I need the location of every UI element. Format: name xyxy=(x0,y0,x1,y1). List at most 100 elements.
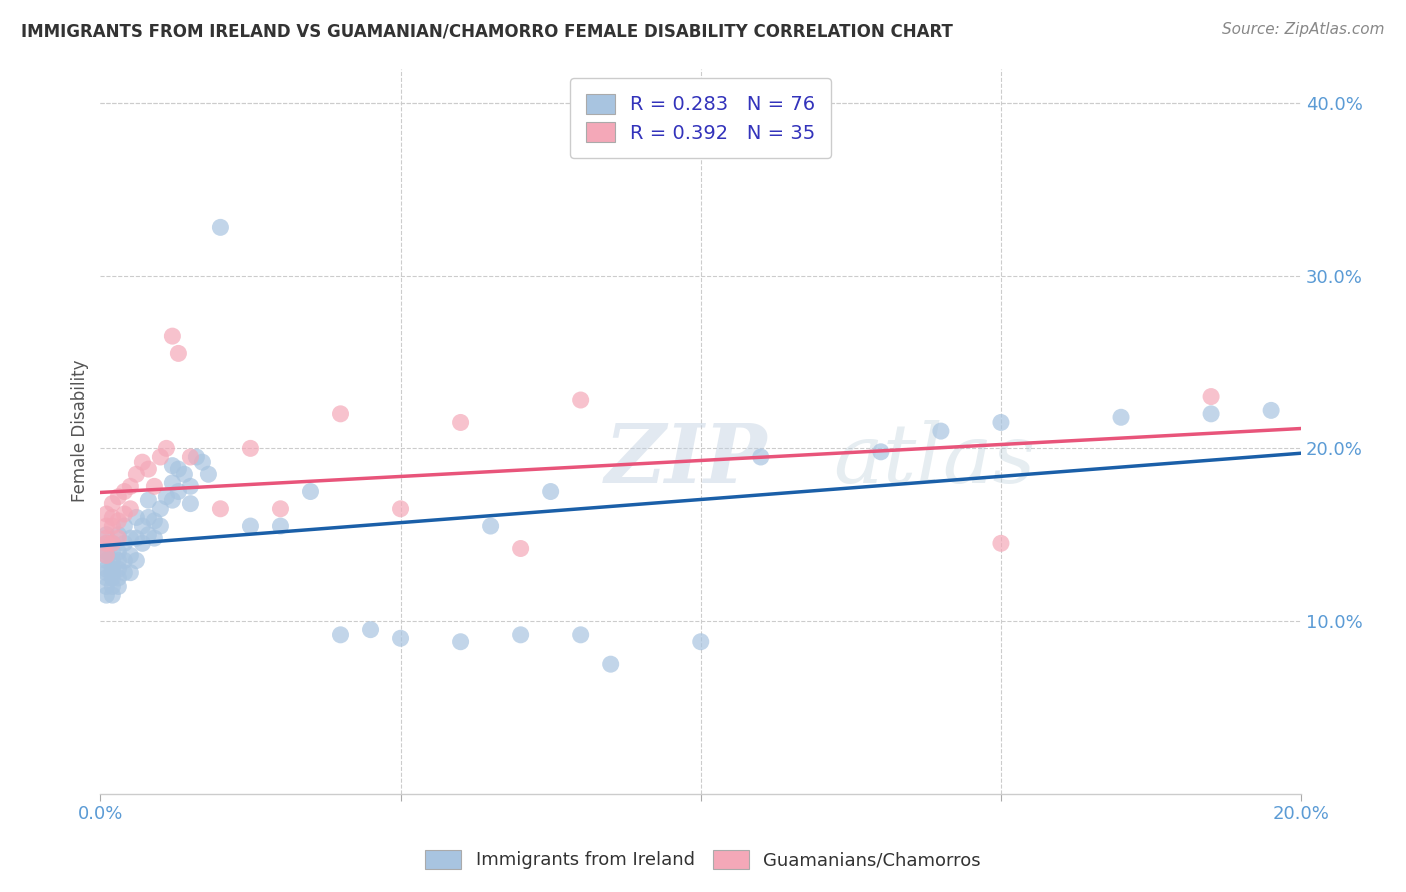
Point xyxy=(1199,390,1222,404)
Point xyxy=(179,497,201,511)
Point xyxy=(149,519,172,533)
Point xyxy=(162,475,184,490)
Point xyxy=(162,329,184,343)
Point xyxy=(131,536,153,550)
Point xyxy=(197,467,219,482)
Point xyxy=(239,442,262,456)
Point xyxy=(96,562,118,576)
Point xyxy=(138,462,160,476)
Point xyxy=(131,519,153,533)
Point xyxy=(179,479,201,493)
Point xyxy=(131,455,153,469)
Point xyxy=(96,545,118,559)
Point xyxy=(179,450,201,464)
Point xyxy=(360,623,382,637)
Point xyxy=(138,493,160,508)
Point xyxy=(107,562,129,576)
Point xyxy=(101,588,124,602)
Point xyxy=(299,484,322,499)
Point xyxy=(450,634,472,648)
Point xyxy=(96,553,118,567)
Point xyxy=(96,507,118,521)
Point xyxy=(101,510,124,524)
Point xyxy=(96,527,118,541)
Point xyxy=(125,531,148,545)
Point xyxy=(125,510,148,524)
Point xyxy=(96,588,118,602)
Point xyxy=(990,536,1012,550)
Point xyxy=(167,462,190,476)
Point xyxy=(191,455,214,469)
Point xyxy=(96,549,118,563)
Point xyxy=(120,479,142,493)
Point xyxy=(138,510,160,524)
Point xyxy=(749,450,772,464)
Point xyxy=(389,501,412,516)
Point xyxy=(162,458,184,473)
Point xyxy=(209,501,232,516)
Point xyxy=(96,571,118,585)
Point xyxy=(167,484,190,499)
Point xyxy=(155,490,177,504)
Y-axis label: Female Disability: Female Disability xyxy=(72,359,89,502)
Point xyxy=(1199,407,1222,421)
Point xyxy=(149,450,172,464)
Point xyxy=(509,541,531,556)
Point xyxy=(990,416,1012,430)
Point xyxy=(101,579,124,593)
Point xyxy=(112,566,135,580)
Point xyxy=(143,531,166,545)
Point xyxy=(101,536,124,550)
Point xyxy=(173,467,195,482)
Point xyxy=(569,392,592,407)
Point xyxy=(143,479,166,493)
Point xyxy=(162,493,184,508)
Point xyxy=(209,220,232,235)
Point xyxy=(96,531,118,545)
Point xyxy=(120,531,142,545)
Point xyxy=(107,571,129,585)
Point xyxy=(101,497,124,511)
Point xyxy=(112,553,135,567)
Point xyxy=(167,346,190,360)
Point xyxy=(107,531,129,545)
Point xyxy=(329,407,352,421)
Point xyxy=(96,536,118,550)
Point xyxy=(101,562,124,576)
Point xyxy=(569,628,592,642)
Point xyxy=(101,519,124,533)
Text: Source: ZipAtlas.com: Source: ZipAtlas.com xyxy=(1222,22,1385,37)
Point xyxy=(1260,403,1282,417)
Point xyxy=(269,501,291,516)
Point xyxy=(450,416,472,430)
Legend: R = 0.283   N = 76, R = 0.392   N = 35: R = 0.283 N = 76, R = 0.392 N = 35 xyxy=(571,78,831,158)
Point xyxy=(143,514,166,528)
Point xyxy=(112,484,135,499)
Point xyxy=(112,536,135,550)
Point xyxy=(929,424,952,438)
Point xyxy=(96,579,118,593)
Point xyxy=(269,519,291,533)
Point xyxy=(120,566,142,580)
Point xyxy=(107,514,129,528)
Point xyxy=(239,519,262,533)
Point xyxy=(107,553,129,567)
Point xyxy=(479,519,502,533)
Point xyxy=(120,501,142,516)
Point xyxy=(599,657,621,672)
Point xyxy=(96,549,118,563)
Point xyxy=(96,536,118,550)
Point xyxy=(101,545,124,559)
Point xyxy=(107,490,129,504)
Text: ZIP: ZIP xyxy=(605,420,768,500)
Point xyxy=(509,628,531,642)
Point xyxy=(155,442,177,456)
Point xyxy=(540,484,562,499)
Text: atlas: atlas xyxy=(832,420,1035,500)
Point xyxy=(112,519,135,533)
Legend: Immigrants from Ireland, Guamanians/Chamorros: Immigrants from Ireland, Guamanians/Cham… xyxy=(416,841,990,879)
Text: IMMIGRANTS FROM IRELAND VS GUAMANIAN/CHAMORRO FEMALE DISABILITY CORRELATION CHAR: IMMIGRANTS FROM IRELAND VS GUAMANIAN/CHA… xyxy=(21,22,953,40)
Point xyxy=(101,553,124,567)
Point xyxy=(107,545,129,559)
Point xyxy=(96,566,118,580)
